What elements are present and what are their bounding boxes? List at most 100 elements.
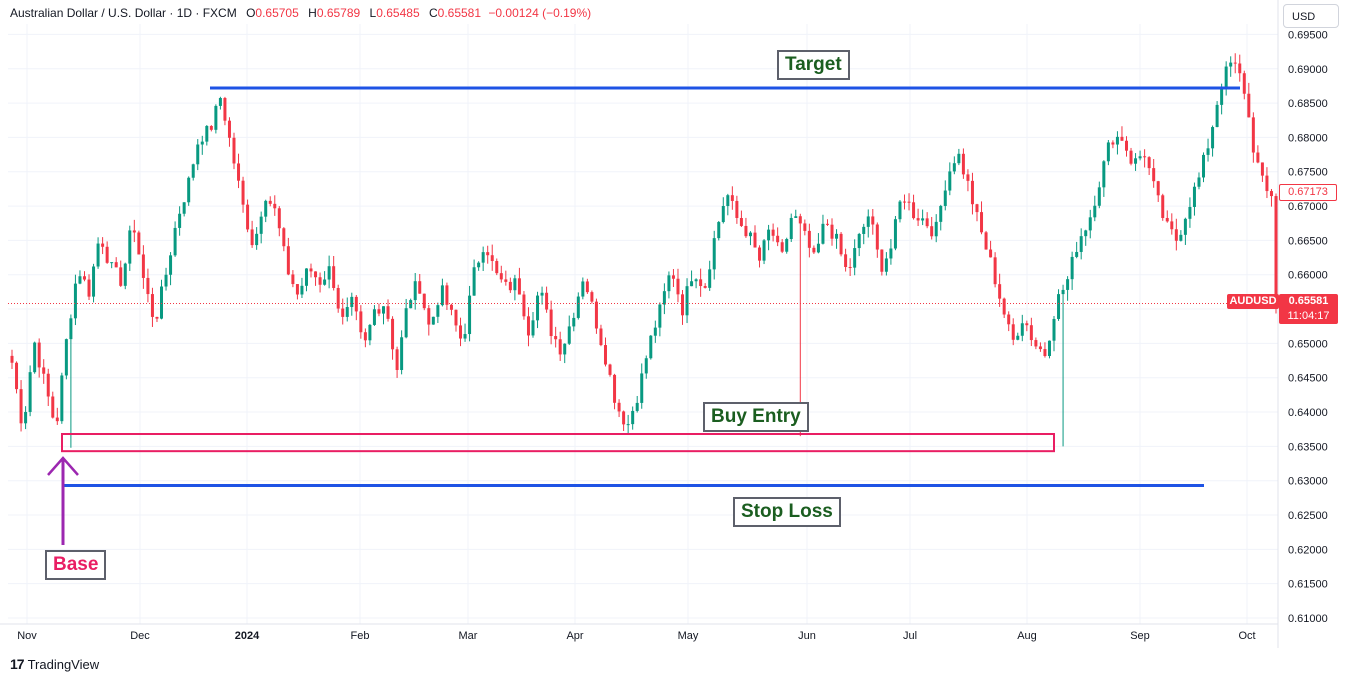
candle-body	[635, 402, 639, 411]
candle-body	[128, 230, 132, 264]
currency-button[interactable]: USD	[1283, 4, 1339, 28]
candle-body	[409, 300, 413, 309]
candle-body	[613, 374, 617, 403]
candle-body	[427, 308, 431, 325]
candle-body	[1079, 236, 1083, 252]
candle-body	[939, 205, 943, 222]
candle-body	[531, 320, 535, 336]
base-annotation[interactable]: Base	[45, 550, 107, 580]
candle-body	[1224, 66, 1228, 87]
candle-body	[1011, 324, 1015, 340]
candle-body	[241, 180, 245, 205]
target-annotation[interactable]: Target	[777, 50, 850, 80]
candle-body	[1047, 340, 1051, 357]
candle-body	[155, 316, 159, 319]
buy-entry-annotation[interactable]: Buy Entry	[703, 402, 809, 432]
candle-body	[753, 232, 757, 248]
low-label: L	[369, 6, 377, 20]
y-tick-label: 0.67000	[1288, 201, 1328, 213]
candle-body	[291, 274, 295, 285]
candle-body	[1215, 104, 1219, 128]
y-tick-label: 0.65000	[1288, 338, 1328, 350]
candle-body	[169, 255, 173, 275]
candle-body	[726, 195, 730, 207]
candle-body	[477, 262, 481, 268]
candle-body	[314, 271, 318, 278]
candle-body	[776, 235, 780, 243]
candle-body	[182, 202, 186, 214]
open-label: O	[246, 6, 256, 20]
candle-body	[327, 266, 331, 280]
buy-entry-zone	[61, 433, 1055, 453]
candle-body	[1265, 175, 1269, 192]
tradingview-logo[interactable]: 17 TradingView	[10, 656, 99, 672]
x-tick-label: Jun	[798, 630, 816, 642]
candle-body	[1007, 314, 1011, 325]
candle-body	[160, 286, 164, 319]
candle-body	[46, 373, 50, 397]
change-value: −0.00124 (−0.19%)	[488, 6, 592, 20]
candle-body	[585, 281, 589, 293]
candle-body	[758, 247, 762, 261]
candle-body	[730, 195, 734, 201]
candle-body	[671, 275, 675, 279]
candle-body	[341, 308, 345, 317]
candle-body	[563, 343, 567, 355]
candle-body	[812, 247, 816, 253]
close-label: C	[428, 6, 438, 20]
stop-loss-annotation[interactable]: Stop Loss	[733, 497, 841, 527]
candle-body	[1152, 168, 1156, 182]
candle-body	[264, 200, 268, 217]
candle-body	[513, 278, 517, 291]
candle-body	[300, 285, 304, 295]
candle-body	[640, 373, 644, 403]
candle-body	[368, 324, 372, 341]
candle-body	[51, 396, 55, 418]
candle-body	[468, 295, 472, 335]
candle-body	[984, 232, 988, 250]
candle-body	[205, 126, 209, 142]
candle-body	[422, 293, 426, 309]
candle-body	[857, 233, 861, 249]
candle-body	[907, 201, 911, 203]
candle-body	[1075, 251, 1079, 257]
candle-body	[400, 337, 404, 370]
candle-body	[323, 279, 327, 285]
y-tick-label: 0.68500	[1288, 98, 1328, 110]
candle-body	[893, 219, 897, 249]
y-tick-label: 0.62500	[1288, 510, 1328, 522]
candle-body	[481, 252, 485, 263]
candle-body	[1165, 217, 1169, 222]
candle-body	[816, 243, 820, 253]
candle-body	[667, 275, 671, 292]
candle-body	[925, 218, 929, 227]
candle-body	[449, 304, 453, 310]
candle-body	[78, 276, 82, 284]
candle-body	[200, 141, 204, 145]
candle-body	[794, 216, 798, 218]
candle-body	[1260, 162, 1264, 176]
candle-body	[1242, 73, 1246, 94]
candle-body	[957, 153, 961, 164]
candle-body	[196, 144, 200, 165]
candle-body	[699, 279, 703, 287]
candle-body	[178, 213, 182, 228]
candle-body	[359, 311, 363, 333]
candle-body	[381, 306, 385, 314]
candle-body	[1183, 218, 1187, 235]
candle-body	[1106, 142, 1110, 162]
candle-body	[526, 316, 530, 336]
candle-body	[690, 281, 694, 287]
candle-body	[685, 286, 689, 316]
candle-body	[581, 281, 585, 297]
candle-body	[934, 221, 938, 237]
candle-body	[1188, 206, 1192, 219]
candle-body	[363, 332, 367, 341]
candle-body	[658, 304, 662, 328]
candle-body	[703, 286, 707, 288]
candle-body	[1174, 229, 1178, 241]
candle-body	[821, 223, 825, 244]
candle-body	[1247, 93, 1251, 118]
candle-body	[164, 274, 168, 287]
